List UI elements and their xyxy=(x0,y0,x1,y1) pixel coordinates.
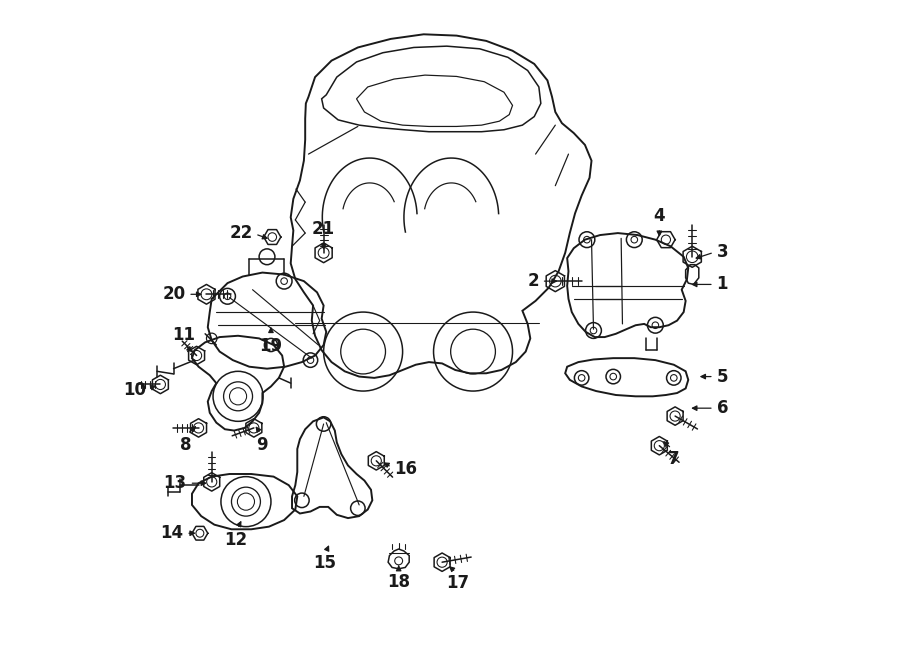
Text: 13: 13 xyxy=(164,474,186,492)
Text: 21: 21 xyxy=(312,220,335,239)
Text: 6: 6 xyxy=(716,399,728,417)
Text: 16: 16 xyxy=(394,460,417,478)
Text: 9: 9 xyxy=(256,436,268,454)
Text: 11: 11 xyxy=(172,326,195,344)
Text: 3: 3 xyxy=(716,243,728,260)
Text: 2: 2 xyxy=(527,272,539,290)
Text: 5: 5 xyxy=(716,368,728,385)
Text: 20: 20 xyxy=(162,286,185,303)
Text: 17: 17 xyxy=(446,574,470,592)
Text: 8: 8 xyxy=(180,436,191,454)
Text: 18: 18 xyxy=(387,572,410,591)
Text: 12: 12 xyxy=(224,531,248,549)
Text: 22: 22 xyxy=(230,224,253,242)
Text: 19: 19 xyxy=(259,337,283,355)
Text: 4: 4 xyxy=(653,207,665,225)
Text: 10: 10 xyxy=(123,381,146,399)
Text: 7: 7 xyxy=(668,450,680,468)
Text: 14: 14 xyxy=(160,524,184,542)
Text: 15: 15 xyxy=(313,555,337,572)
Text: 1: 1 xyxy=(716,276,728,293)
